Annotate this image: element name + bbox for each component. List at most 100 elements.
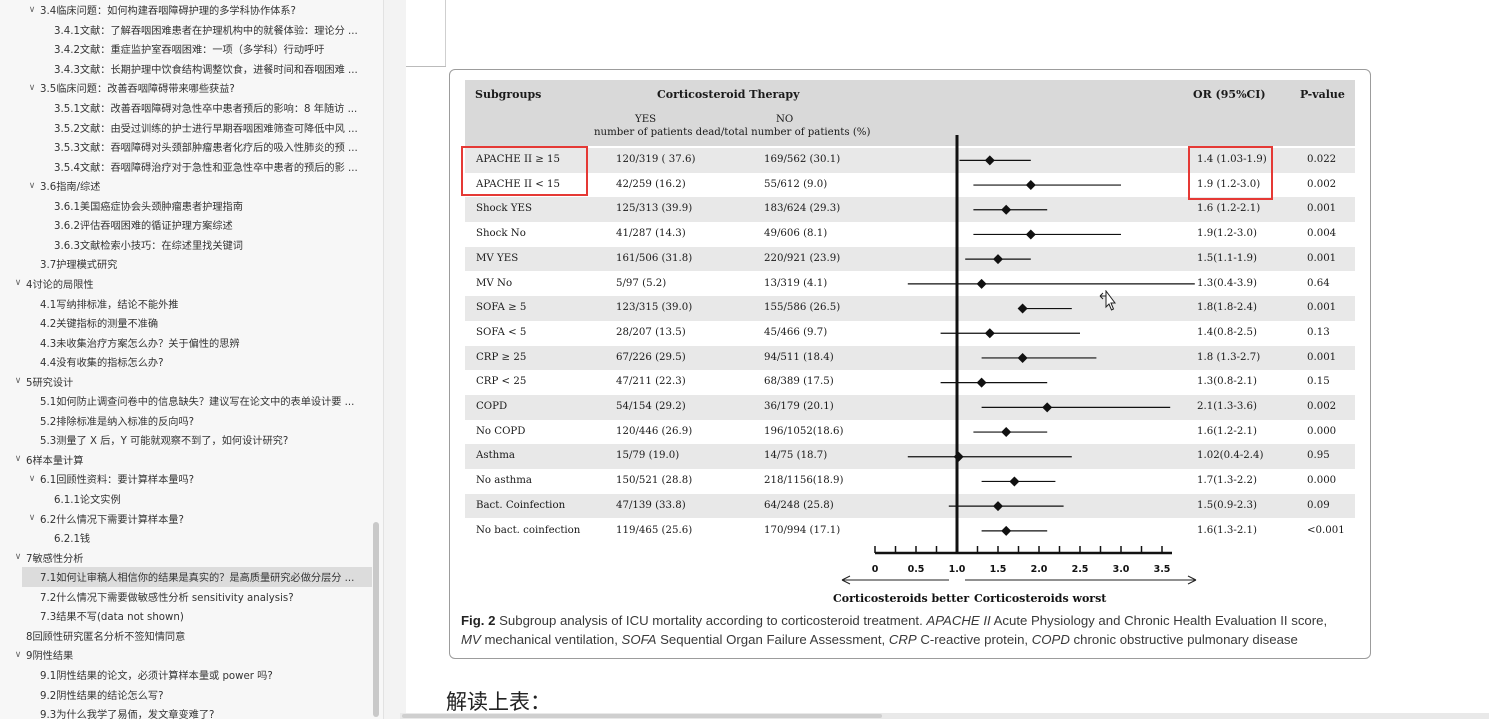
chevron-down-icon[interactable]: ∨ xyxy=(28,4,36,15)
or-point xyxy=(1001,525,1012,536)
sidebar-item[interactable]: ∨ 6样本量计算 xyxy=(0,450,372,470)
sidebar-item[interactable]: 3.4.2文献：重症监护室吞咽困难：一项（多学科）行动呼吁 xyxy=(0,39,372,59)
chevron-down-icon[interactable]: ∨ xyxy=(14,278,22,289)
caption-mv: MV xyxy=(461,632,481,647)
sidebar-item[interactable]: ∨ 5研究设计 xyxy=(0,371,372,391)
sidebar-item[interactable]: 3.5.4文献：吞咽障碍治疗对于急性和亚急性卒中患者的预后的影 ... xyxy=(0,156,372,176)
sidebar-item[interactable]: 3.4.1文献：了解吞咽困难患者在护理机构中的就餐体验：理论分 ... xyxy=(0,20,372,40)
subheader-no: NO xyxy=(776,114,794,125)
row-or-text: 1.9 (1.2-3.0) xyxy=(1197,178,1261,190)
row-yes-count: 5/97 (5.2) xyxy=(616,277,667,289)
row-p-value: 0.09 xyxy=(1307,499,1330,511)
sidebar-item[interactable]: ∨ 3.6指南/综述 xyxy=(0,176,372,196)
sidebar-item[interactable]: 8回顾性研究匿名分析不签知情同意 xyxy=(0,626,372,646)
sidebar-item[interactable]: 4.1写纳排标准，结论不能外推 xyxy=(0,293,372,313)
sidebar-item[interactable]: ∨ 6.1回顾性资料：要计算样本量吗? xyxy=(0,469,372,489)
sidebar-item[interactable]: 3.5.1文献：改善吞咽障碍对急性卒中患者预后的影响：8 年随访 ... xyxy=(0,98,372,118)
row-or-text: 1.3(0.4-3.9) xyxy=(1197,277,1257,289)
caption-apache: APACHE II xyxy=(926,613,991,628)
or-point xyxy=(984,155,995,166)
sidebar-item[interactable]: 7.2什么情况下需要做敏感性分析 sensitivity analysis? xyxy=(0,587,372,607)
sidebar-item[interactable]: 9.1阴性结果的论文，必须计算样本量或 power 吗? xyxy=(0,665,372,685)
sidebar-item[interactable]: 7.1如何让审稿人相信你的结果是真实的？是高质量研究必做分层分 ... xyxy=(22,566,372,587)
chevron-down-icon[interactable]: ∨ xyxy=(28,82,36,93)
sidebar-item-label: 3.5临床问题：改善吞咽障碍带来哪些获益? xyxy=(40,84,235,96)
chevron-down-icon[interactable]: ∨ xyxy=(28,513,36,524)
sidebar-item-label: 3.6.3文献检索小技巧：在综述里找关键词 xyxy=(54,240,243,252)
sidebar-item[interactable]: 3.6.1美国癌症协会头颈肿瘤患者护理指南 xyxy=(0,196,372,216)
row-label: CRP < 25 xyxy=(476,376,527,388)
row-p-value: 0.001 xyxy=(1307,302,1337,314)
sidebar-item[interactable]: 9.3为什么我学了易侕，发文章变难了? xyxy=(0,704,372,719)
sidebar-item[interactable]: 6.1.1论文实例 xyxy=(0,489,372,509)
caption-text-2: Acute Physiology and Chronic Health Eval… xyxy=(990,613,1328,628)
sidebar-item[interactable]: 3.7护理模式研究 xyxy=(0,254,372,274)
or-point xyxy=(1025,229,1036,240)
row-or-text: 1.5(0.9-2.3) xyxy=(1197,499,1257,511)
sidebar-item[interactable]: 4.2关键指标的测量不准确 xyxy=(0,313,372,333)
axis-right-label: Corticosteroids worst xyxy=(974,592,1107,605)
sidebar-item[interactable]: 3.5.3文献：吞咽障碍对头颈部肿瘤患者化疗后的吸入性肺炎的预 ... xyxy=(0,137,372,157)
row-p-value: 0.002 xyxy=(1307,401,1337,412)
sidebar-scrollbar-thumb[interactable] xyxy=(373,522,379,717)
row-or-text: 1.3(0.8-2.1) xyxy=(1197,376,1257,388)
row-p-value: 0.15 xyxy=(1307,376,1330,388)
horizontal-scrollbar-thumb[interactable] xyxy=(402,714,882,718)
sidebar-item-label: 9阴性结果 xyxy=(26,651,74,663)
sidebar-item[interactable]: 9.2阴性结果的结论怎么写? xyxy=(0,684,372,704)
axis-tick-label: 0 xyxy=(872,564,879,575)
row-no-count: 64/248 (25.8) xyxy=(764,499,834,511)
sidebar-item-label: 9.1阴性结果的论文，必须计算样本量或 power 吗? xyxy=(40,670,273,682)
caption-copd: COPD xyxy=(1031,632,1070,647)
sidebar-item-label: 6.1.1论文实例 xyxy=(54,495,121,507)
row-no-count: 13/319 (4.1) xyxy=(764,277,828,289)
chevron-down-icon[interactable]: ∨ xyxy=(28,473,36,484)
subheader-yes: YES xyxy=(635,114,657,125)
sidebar-item-label: 8回顾性研究匿名分析不签知情同意 xyxy=(26,631,186,643)
arrow-left-head xyxy=(841,575,851,585)
sidebar-item[interactable]: ∨ 7敏感性分析 xyxy=(0,547,372,567)
sidebar-item[interactable]: 3.5.2文献：由受过训练的护士进行早期吞咽困难筛查可降低中风 ... xyxy=(0,117,372,137)
row-band xyxy=(465,197,1355,223)
sidebar-item[interactable]: 7.3结果不写(data not shown) xyxy=(0,606,372,626)
sidebar-item[interactable]: ∨ 6.2什么情况下需要计算样本量? xyxy=(0,508,372,528)
chevron-down-icon[interactable]: ∨ xyxy=(14,376,22,387)
sidebar-item[interactable]: ∨ 9阴性结果 xyxy=(0,645,372,665)
row-yes-count: 28/207 (13.5) xyxy=(616,326,686,338)
caption-sofa: SOFA xyxy=(621,632,657,647)
row-no-count: 218/1156(18.9) xyxy=(764,475,844,487)
sidebar-item[interactable]: 5.1如何防止调查问卷中的信息缺失？建议写在论文中的表单设计要 ... xyxy=(0,391,372,411)
caption-text-6: chronic obstructive pulmonary disease xyxy=(1069,632,1298,647)
sidebar-item[interactable]: 3.6.3文献检索小技巧：在综述里找关键词 xyxy=(0,235,372,255)
chevron-down-icon[interactable]: ∨ xyxy=(14,454,22,465)
or-point xyxy=(993,501,1003,512)
row-band xyxy=(465,148,1355,173)
sidebar-item[interactable]: 6.2.1钱 xyxy=(0,528,372,548)
header-subgroups: Subgroups xyxy=(475,88,542,101)
sidebar-item-label: 4.3未收集治疗方案怎么办？关于偏性的思辨 xyxy=(40,338,240,350)
sidebar-item[interactable]: 5.3测量了 X 后，Y 可能就观察不到了，如何设计研究? xyxy=(0,430,372,450)
chevron-down-icon[interactable]: ∨ xyxy=(14,649,22,660)
row-label: MV YES xyxy=(476,252,519,264)
sidebar-item[interactable]: 3.6.2评估吞咽困难的循证护理方案综述 xyxy=(0,215,372,235)
row-label: APACHE II < 15 xyxy=(476,178,561,190)
sidebar-item[interactable]: 5.2排除标准是纳入标准的反向吗? xyxy=(0,411,372,431)
sidebar-item[interactable]: ∨ 4讨论的局限性 xyxy=(0,274,372,294)
row-band xyxy=(465,246,1355,272)
or-point xyxy=(953,451,964,462)
chevron-down-icon[interactable]: ∨ xyxy=(14,552,22,563)
row-or-text: 1.6(1.2-2.1) xyxy=(1197,425,1257,437)
row-label: CRP ≥ 25 xyxy=(476,351,527,363)
sidebar-item-label: 6.2.1钱 xyxy=(54,534,91,546)
row-p-value: 0.004 xyxy=(1307,228,1337,240)
sidebar-item[interactable]: 4.4没有收集的指标怎么办? xyxy=(0,352,372,372)
row-no-count: 170/994 (17.1) xyxy=(764,524,841,536)
row-yes-count: 42/259 (16.2) xyxy=(616,178,686,190)
horizontal-scrollbar[interactable] xyxy=(400,713,1489,719)
caption-figure-number: Fig. 2 xyxy=(461,613,496,628)
chevron-down-icon[interactable]: ∨ xyxy=(28,180,36,191)
sidebar-item[interactable]: 4.3未收集治疗方案怎么办？关于偏性的思辨 xyxy=(0,332,372,352)
sidebar-item[interactable]: ∨ 3.5临床问题：改善吞咽障碍带来哪些获益? xyxy=(0,78,372,98)
sidebar-item[interactable]: ∨ 3.4临床问题：如何构建吞咽障碍护理的多学科协作体系? xyxy=(0,0,372,20)
sidebar-item[interactable]: 3.4.3文献：长期护理中饮食结构调整饮食，进餐时间和吞咽困难 ... xyxy=(0,59,372,79)
